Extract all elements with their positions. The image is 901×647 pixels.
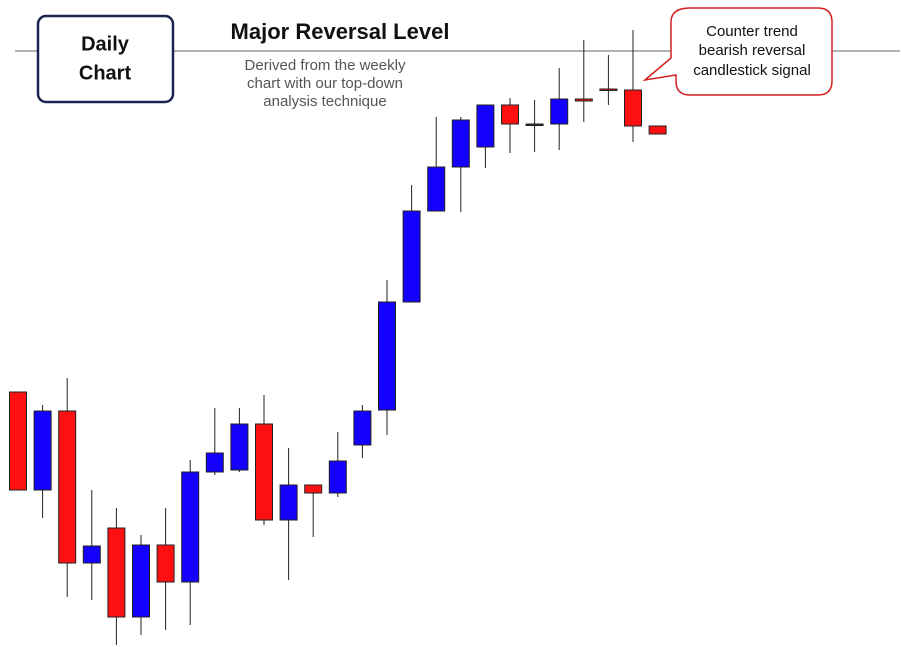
candle-body: [230, 423, 249, 471]
badge-text: Chart: [79, 62, 132, 84]
callout-box: [642, 7, 833, 96]
candle-body: [501, 104, 519, 125]
callout-text: Counter trend: [706, 23, 798, 40]
candle-body: [132, 544, 150, 618]
candle-body: [33, 410, 52, 491]
candle-body: [525, 123, 544, 126]
candle-body: [107, 527, 126, 618]
candle-body: [156, 544, 175, 583]
candle-body: [58, 410, 77, 564]
candle-body: [378, 301, 396, 411]
candle-body: [304, 484, 323, 494]
candle-body: [353, 410, 372, 446]
subtitle: analysis technique: [263, 93, 386, 110]
candle-body: [255, 423, 273, 521]
candle-body: [599, 88, 618, 91]
candle-body: [648, 125, 667, 135]
candle-body: [574, 98, 593, 102]
chart-title: Major Reversal Level: [231, 19, 450, 44]
badge-box: [36, 14, 175, 104]
badge-text: Daily: [81, 33, 130, 55]
subtitle: Derived from the weekly: [245, 57, 406, 74]
candle-body: [451, 119, 470, 168]
candle-body: [82, 545, 101, 564]
candle-body: [624, 89, 642, 127]
candle-body: [9, 391, 27, 491]
candle-body: [550, 98, 569, 125]
candle-body: [328, 460, 347, 494]
candle-body: [427, 166, 446, 212]
candle-body: [205, 452, 224, 473]
subtitle: chart with our top-down: [247, 75, 403, 92]
candle-body: [476, 104, 495, 148]
callout-text: candlestick signal: [693, 62, 811, 79]
callout-text: bearish reversal: [699, 42, 806, 59]
candle-body: [402, 210, 421, 303]
candle-body: [279, 484, 298, 521]
candle-body: [181, 471, 200, 583]
